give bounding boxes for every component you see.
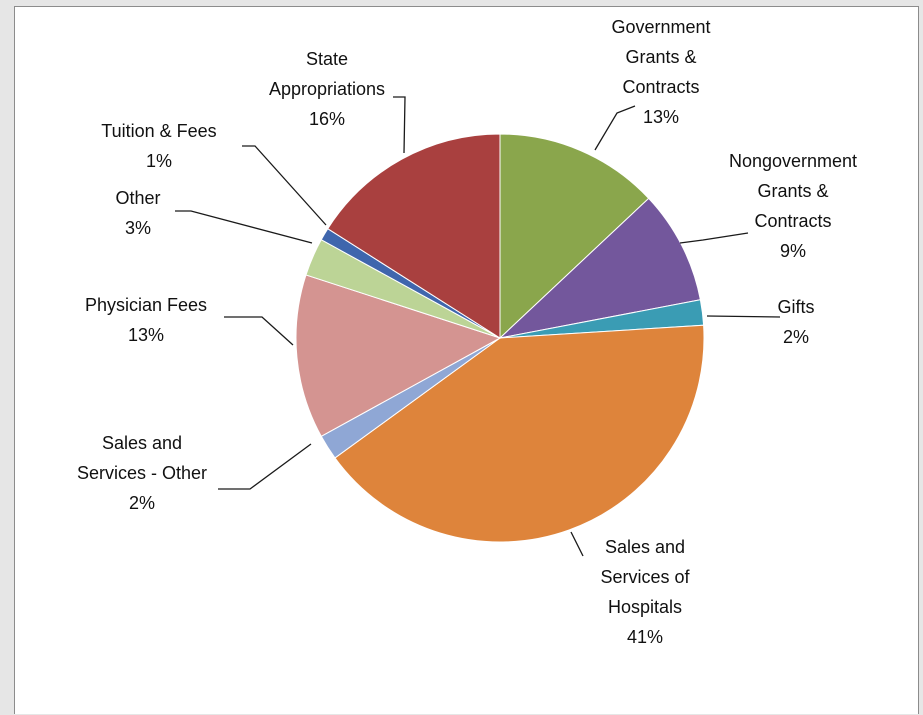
leader-line-sales-and-services-other (218, 443, 312, 490)
slice-name-line: State (306, 49, 348, 69)
leader-line-other (175, 210, 313, 244)
slice-percent: 16% (309, 109, 345, 129)
slice-percent: 41% (627, 627, 663, 647)
slice-label-gifts: Gifts 2% (777, 297, 814, 347)
slice-name-line: Grants & (757, 181, 828, 201)
pie-slice-government-grants-contracts (499, 133, 650, 340)
slice-percent: 2% (129, 493, 155, 513)
leader-line-tuition-fees (242, 145, 327, 226)
slice-percent: 1% (146, 151, 172, 171)
leader-line-sales-and-services-of-hospitals (570, 531, 584, 557)
slice-name-line: Tuition & Fees (101, 121, 216, 141)
slice-name-line: Appropriations (269, 79, 385, 99)
slice-name-line: Nongovernment (729, 151, 857, 171)
pie-slice-state-appropriations (327, 133, 501, 339)
slice-label-government-grants-contracts: Government Grants & Contracts 13% (611, 17, 710, 127)
pie-slice-sales-and-services-of-hospitals (334, 324, 705, 543)
slice-name-line: Contracts (754, 211, 831, 231)
pie-slice-physician-fees (295, 274, 502, 437)
leader-lines (175, 96, 781, 557)
slice-labels: Government Grants & Contracts 13% Nongovernm… (77, 17, 857, 647)
leader-line-nongovernment-grants-contracts (679, 232, 749, 244)
leader-line-state-appropriations (393, 96, 406, 154)
pie-slices (295, 133, 705, 543)
slice-label-other: Other 3% (115, 188, 160, 238)
slice-name-line: Contracts (622, 77, 699, 97)
slice-name-line: Grants & (625, 47, 696, 67)
slice-label-sales-and-services-other: Sales and Services - Other 2% (77, 433, 207, 513)
slice-label-state-appropriations: State Appropriations 16% (269, 49, 385, 129)
slice-name-line: Services of (600, 567, 690, 587)
slice-percent: 13% (643, 107, 679, 127)
leader-line-physician-fees (224, 316, 294, 346)
slice-name-line: Hospitals (608, 597, 682, 617)
leader-line-government-grants-contracts (594, 105, 636, 151)
leader-line-gifts (706, 315, 781, 318)
slice-percent: 9% (780, 241, 806, 261)
slice-percent: 2% (783, 327, 809, 347)
slice-label-physician-fees: Physician Fees 13% (85, 295, 207, 345)
slice-name-line: Sales and (605, 537, 685, 557)
pie-slice-nongovernment-grants-contracts (498, 197, 701, 339)
slice-name-line: Services - Other (77, 463, 207, 483)
slice-label-nongovernment-grants-contracts: Nongovernment Grants & Contracts 9% (729, 151, 857, 261)
chart-frame: Government Grants & Contracts 13% Nongovernm… (14, 6, 919, 714)
slice-label-sales-and-services-of-hospitals: Sales and Services of Hospitals 41% (600, 537, 690, 647)
slice-name-line: Gifts (777, 297, 814, 317)
slice-name-line: Physician Fees (85, 295, 207, 315)
pie-chart: Government Grants & Contracts 13% Nongovernm… (77, 17, 857, 647)
slice-name-line: Government (611, 17, 710, 37)
slice-percent: 13% (128, 325, 164, 345)
slice-label-tuition-fees: Tuition & Fees 1% (101, 121, 216, 171)
slice-name-line: Other (115, 188, 160, 208)
slice-name-line: Sales and (102, 433, 182, 453)
slice-percent: 3% (125, 218, 151, 238)
